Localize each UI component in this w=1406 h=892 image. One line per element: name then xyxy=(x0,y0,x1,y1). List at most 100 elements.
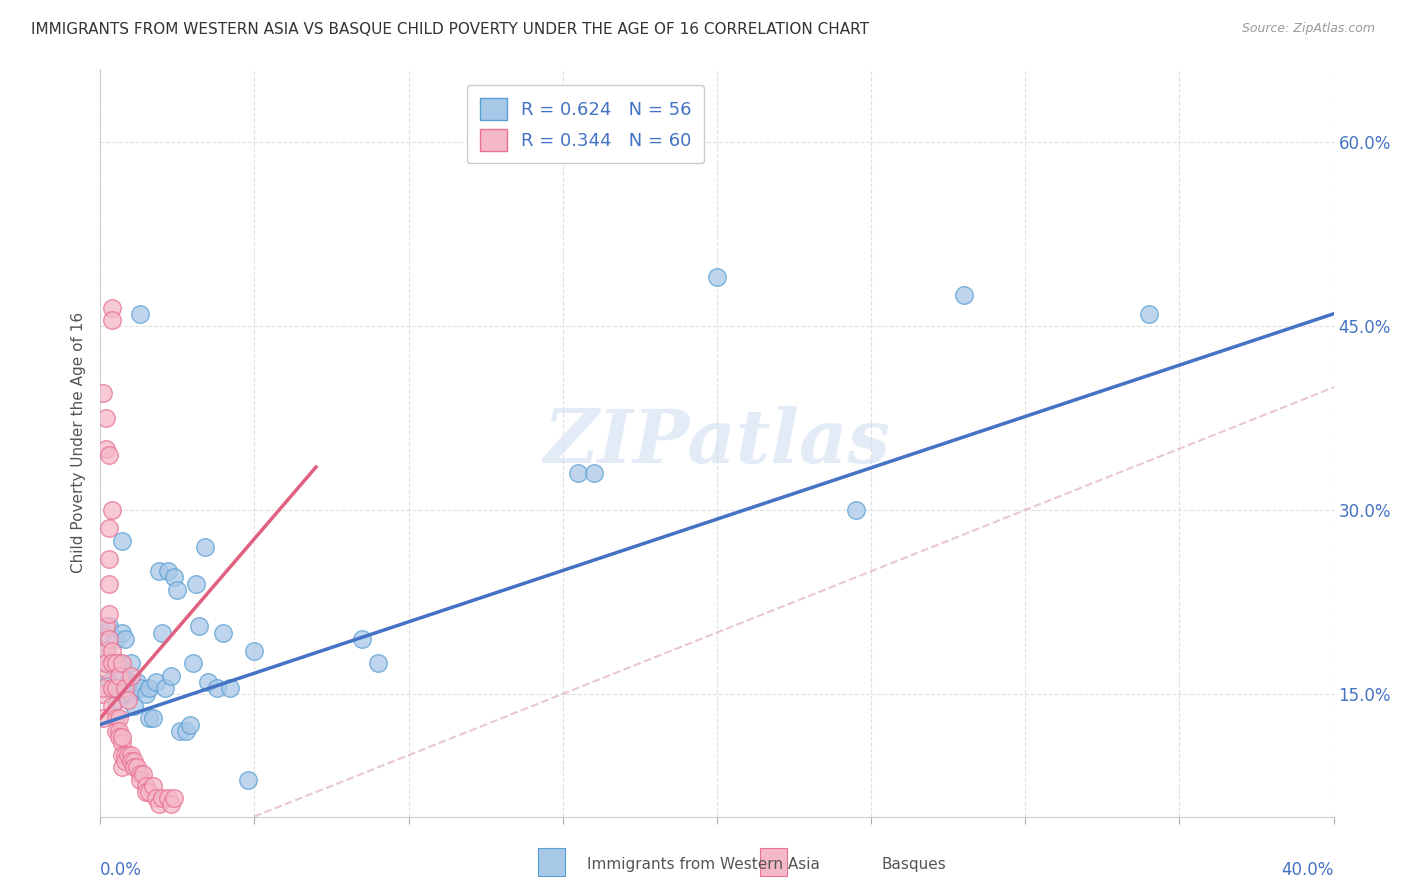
Point xyxy=(120,755,142,769)
Point xyxy=(142,779,165,793)
Point xyxy=(122,760,145,774)
Point xyxy=(111,730,134,744)
Point xyxy=(184,576,207,591)
Point xyxy=(145,674,167,689)
Point xyxy=(120,748,142,763)
Point xyxy=(114,681,136,695)
Point xyxy=(243,644,266,658)
Point xyxy=(111,657,134,671)
Point xyxy=(91,681,114,695)
Point xyxy=(101,313,124,327)
Point xyxy=(91,687,114,701)
Point xyxy=(952,288,974,302)
Point xyxy=(176,723,198,738)
Point xyxy=(101,503,124,517)
Point xyxy=(107,723,129,738)
Point xyxy=(135,785,157,799)
FancyBboxPatch shape xyxy=(538,848,565,876)
Point xyxy=(111,668,134,682)
Point xyxy=(181,657,204,671)
Point xyxy=(91,386,114,401)
Point xyxy=(135,779,157,793)
Point xyxy=(156,564,179,578)
Point xyxy=(101,644,124,658)
Point xyxy=(98,552,121,566)
Point xyxy=(114,687,136,701)
Point xyxy=(582,466,605,480)
Point xyxy=(135,687,157,701)
Point xyxy=(567,466,589,480)
Point xyxy=(163,791,186,805)
Point xyxy=(104,711,127,725)
Point xyxy=(107,657,129,671)
Point xyxy=(148,564,170,578)
Point xyxy=(163,570,186,584)
Point xyxy=(197,674,219,689)
Text: IMMIGRANTS FROM WESTERN ASIA VS BASQUE CHILD POVERTY UNDER THE AGE OF 16 CORRELA: IMMIGRANTS FROM WESTERN ASIA VS BASQUE C… xyxy=(31,22,869,37)
Point xyxy=(218,681,240,695)
Point xyxy=(98,632,121,646)
Point xyxy=(179,717,201,731)
Point xyxy=(122,699,145,714)
Point xyxy=(96,442,118,456)
Text: Immigrants from Western Asia: Immigrants from Western Asia xyxy=(586,857,820,872)
Point xyxy=(114,755,136,769)
Point xyxy=(129,307,152,321)
Point xyxy=(98,607,121,622)
Point xyxy=(96,657,118,671)
Point xyxy=(160,668,183,682)
Point xyxy=(127,674,149,689)
Y-axis label: Child Poverty Under the Age of 16: Child Poverty Under the Age of 16 xyxy=(72,312,86,573)
Point xyxy=(120,668,142,682)
Point xyxy=(104,723,127,738)
Point xyxy=(706,270,728,285)
Point xyxy=(104,693,127,707)
Point xyxy=(101,681,124,695)
Point xyxy=(129,766,152,780)
Point xyxy=(98,576,121,591)
Text: Source: ZipAtlas.com: Source: ZipAtlas.com xyxy=(1241,22,1375,36)
Point xyxy=(104,657,127,671)
Point xyxy=(150,791,173,805)
Point xyxy=(114,632,136,646)
Text: 0.0%: 0.0% xyxy=(100,862,142,880)
Point xyxy=(138,785,160,799)
Point xyxy=(101,681,124,695)
Point xyxy=(138,711,160,725)
Legend: R = 0.624   N = 56, R = 0.344   N = 60: R = 0.624 N = 56, R = 0.344 N = 60 xyxy=(467,85,704,163)
Point xyxy=(187,619,209,633)
FancyBboxPatch shape xyxy=(761,848,787,876)
Point xyxy=(194,540,217,554)
Point xyxy=(107,730,129,744)
Point xyxy=(104,681,127,695)
Point xyxy=(236,772,259,787)
Point xyxy=(207,681,229,695)
Point xyxy=(98,521,121,535)
Text: Basques: Basques xyxy=(882,857,946,872)
Point xyxy=(111,760,134,774)
Point xyxy=(104,632,127,646)
Point xyxy=(129,772,152,787)
Point xyxy=(117,748,139,763)
Point xyxy=(98,448,121,462)
Point xyxy=(98,619,121,633)
Point xyxy=(145,791,167,805)
Point xyxy=(107,668,129,682)
Point xyxy=(166,582,188,597)
Point xyxy=(160,797,183,812)
Text: 40.0%: 40.0% xyxy=(1281,862,1334,880)
Point xyxy=(101,657,124,671)
Point xyxy=(138,681,160,695)
Text: ZIPatlas: ZIPatlas xyxy=(544,406,890,479)
Point xyxy=(153,681,176,695)
Point xyxy=(150,625,173,640)
Point xyxy=(111,533,134,548)
Point xyxy=(101,699,124,714)
Point xyxy=(117,693,139,707)
Point xyxy=(101,657,124,671)
Point xyxy=(114,748,136,763)
Point xyxy=(117,674,139,689)
Point xyxy=(148,797,170,812)
Point xyxy=(132,766,155,780)
Point xyxy=(111,625,134,640)
